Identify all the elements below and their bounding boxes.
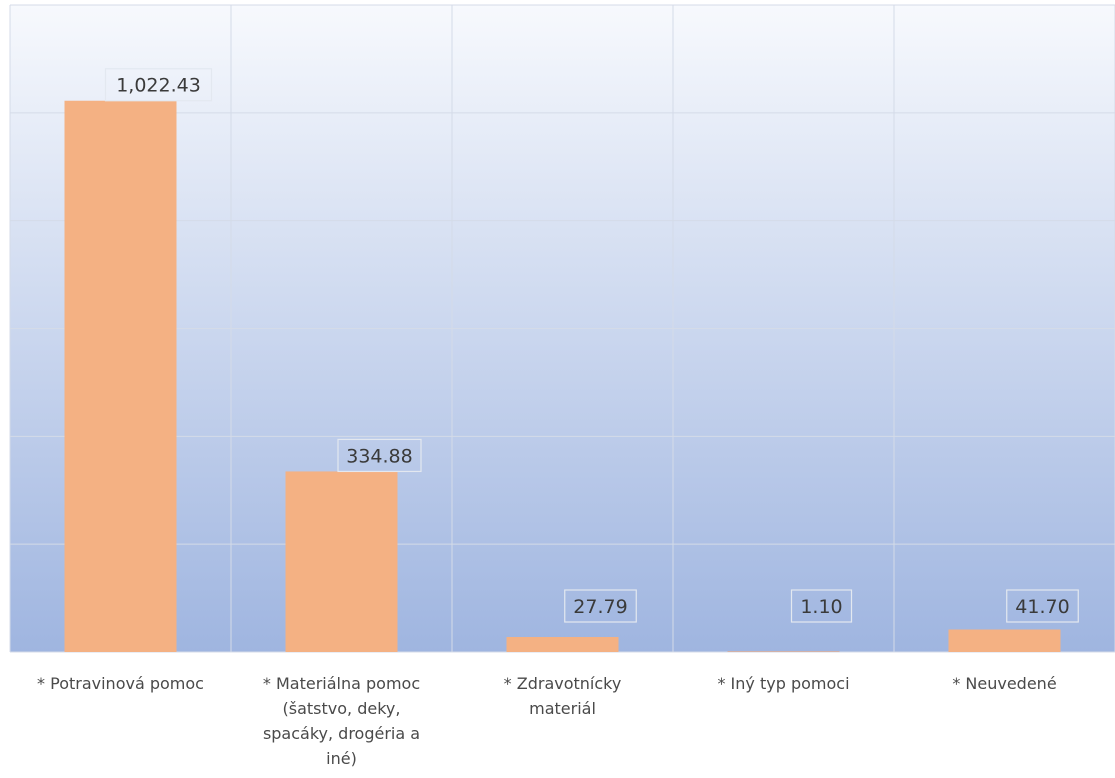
bar [64,100,177,653]
bar [727,651,840,652]
data-label: 334.88 [346,445,412,467]
data-label-box [337,438,422,473]
bar [285,471,398,652]
category-label: * Materiálna pomoc (šatstvo, deky, spacáky… [263,674,420,768]
data-label-box [104,68,213,102]
data-label: 1.10 [800,596,842,618]
data-label: 27.79 [573,596,627,618]
data-label-box [1006,589,1079,623]
category-axis-labels: * Potravinová pomoc * Materiálna pomoc (ša… [37,674,1057,768]
category-label: * Neuvedené [952,674,1056,693]
category-label: * Iný typ pomoci [717,674,849,693]
bars [64,100,1061,653]
data-label: 1,022.43 [116,75,201,97]
data-label-box [564,589,637,623]
gridlines [9,4,1115,653]
bar [506,637,619,652]
data-labels: 1,022.43 334.88 27.79 1.10 41.70 [104,68,1079,623]
category-label: * Potravinová pomoc [37,674,204,693]
category-label: * Zdravotnícky materiál [504,674,622,718]
data-label-box [790,589,853,623]
data-label: 41.70 [1015,596,1069,618]
bar [948,629,1061,652]
